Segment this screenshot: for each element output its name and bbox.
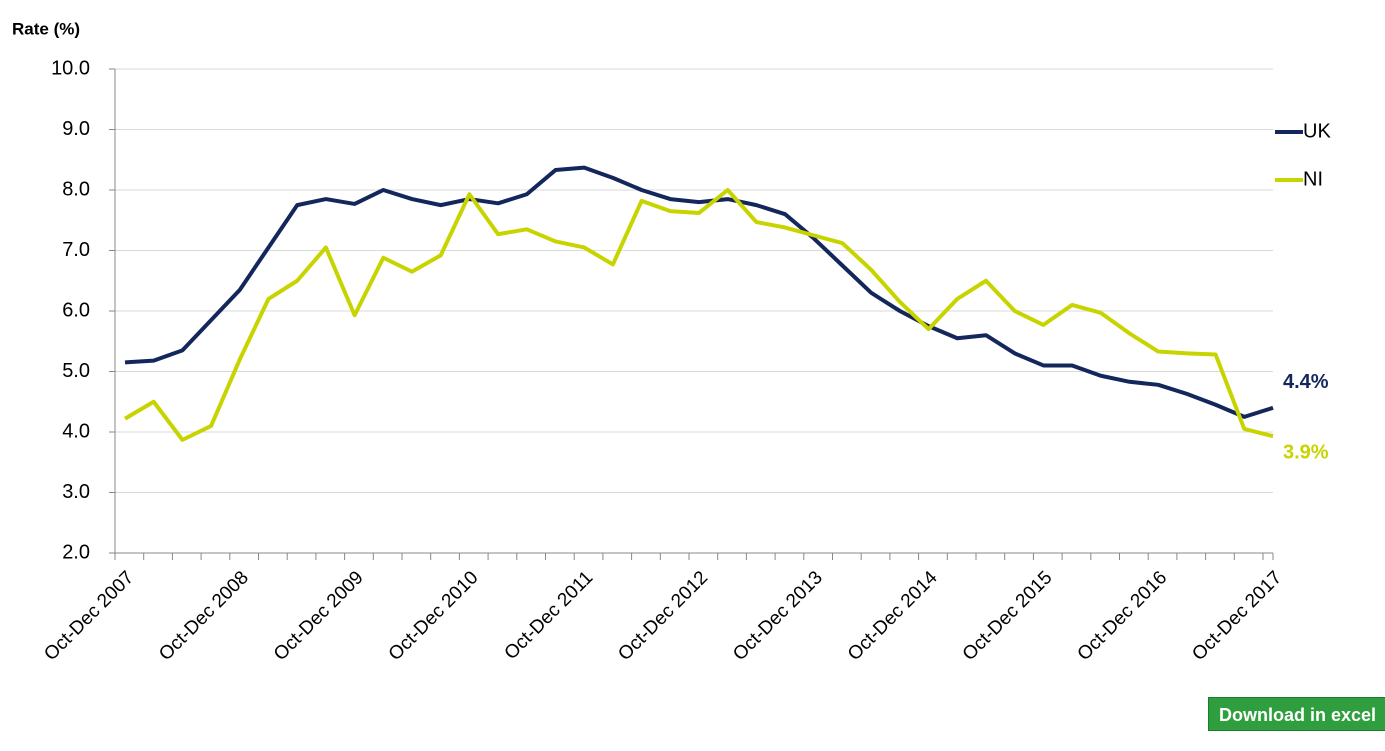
y-tick-label: 7.0 <box>62 239 90 261</box>
y-tick-label: 6.0 <box>62 299 90 321</box>
y-tick-label: 8.0 <box>62 178 90 200</box>
y-tick-label: 5.0 <box>62 360 90 382</box>
end-label: 3.9% <box>1283 442 1329 464</box>
x-tick-label: Oct-Dec 2011 <box>501 567 598 664</box>
x-tick-label: Oct-Dec 2014 <box>844 567 942 665</box>
x-tick-label: Oct-Dec 2012 <box>614 567 712 665</box>
series-line <box>124 165 1274 419</box>
x-tick-label: Oct-Dec 2017 <box>1188 567 1286 665</box>
y-tick-label: 9.0 <box>62 118 90 140</box>
legend-label: UK <box>1303 120 1331 142</box>
x-tick-label: Oct-Dec 2015 <box>959 567 1057 665</box>
y-tick-label: 10.0 <box>51 57 90 79</box>
x-tick-label: Oct-Dec 2007 <box>40 567 138 665</box>
download-button[interactable]: Download in excel <box>1208 697 1385 731</box>
y-axis-title: Rate (%) <box>12 19 80 38</box>
x-tick-label: Oct-Dec 2010 <box>385 567 483 665</box>
x-tick-label: Oct-Dec 2009 <box>270 567 368 665</box>
x-tick-label: Oct-Dec 2016 <box>1074 567 1172 665</box>
x-tick-label: Oct-Dec 2013 <box>729 567 827 665</box>
legend-label: NI <box>1303 168 1323 190</box>
end-label: 4.4% <box>1283 371 1329 393</box>
y-tick-label: 2.0 <box>62 541 90 563</box>
series-line <box>123 188 1274 442</box>
y-tick-label: 3.0 <box>62 481 90 503</box>
y-tick-label: 4.0 <box>62 420 90 442</box>
x-tick-label: Oct-Dec 2008 <box>155 567 253 665</box>
